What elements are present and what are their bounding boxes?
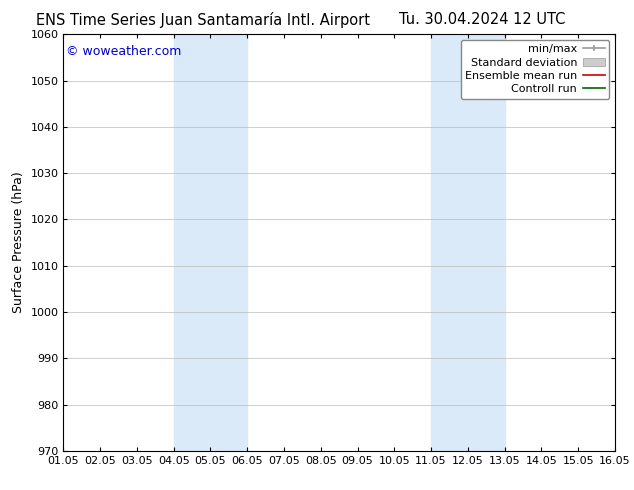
Text: ENS Time Series Juan Santamaría Intl. Airport: ENS Time Series Juan Santamaría Intl. Ai…: [36, 12, 370, 28]
Y-axis label: Surface Pressure (hPa): Surface Pressure (hPa): [12, 172, 25, 314]
Bar: [431, 34, 505, 451]
Legend: min/max, Standard deviation, Ensemble mean run, Controll run: min/max, Standard deviation, Ensemble me…: [460, 40, 609, 99]
Text: © woweather.com: © woweather.com: [66, 45, 181, 58]
Bar: [174, 34, 247, 451]
Text: Tu. 30.04.2024 12 UTC: Tu. 30.04.2024 12 UTC: [399, 12, 565, 27]
